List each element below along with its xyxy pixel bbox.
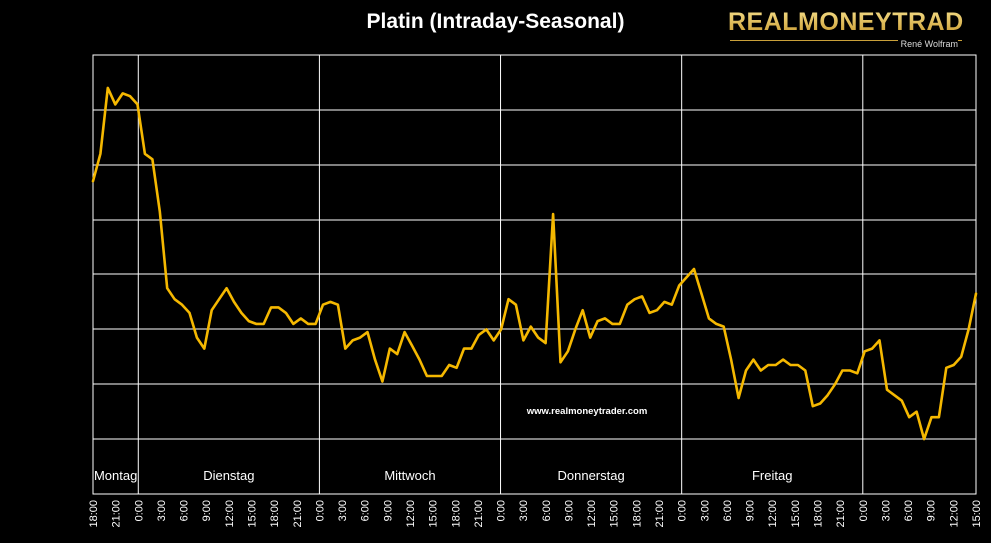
- x-tick-label: 12:00: [767, 500, 779, 528]
- logo-author: René Wolfram: [897, 39, 958, 49]
- x-tick-label: 15:00: [609, 500, 621, 528]
- x-tick-label: 15:00: [246, 500, 258, 528]
- x-tick-label: 0:00: [677, 500, 689, 521]
- logo-rule: [730, 40, 962, 41]
- x-tick-label: 6:00: [179, 500, 191, 521]
- x-tick-label: 6:00: [722, 500, 734, 521]
- series-layer: [91, 86, 978, 441]
- day-label: Freitag: [752, 468, 792, 483]
- x-tick-label: 3:00: [699, 500, 711, 521]
- x-tick-label: 0:00: [858, 500, 870, 521]
- x-tick-label: 12:00: [948, 500, 960, 528]
- x-tick-label: 9:00: [926, 500, 938, 521]
- x-tick-label: 12:00: [405, 500, 417, 528]
- x-tick-label: 21:00: [292, 500, 304, 528]
- x-tick-label: 18:00: [450, 500, 462, 528]
- x-tick-label: 18:00: [631, 500, 643, 528]
- brand-logo: REALMONEYTRADER René Wolfram: [728, 8, 991, 49]
- x-tick-label: 0:00: [496, 500, 508, 521]
- grid: [92, 54, 977, 495]
- series-line: [91, 86, 978, 441]
- logo-wordmark: REALMONEYTRADER: [728, 8, 991, 36]
- x-tick-label: 6:00: [360, 500, 372, 521]
- x-tick-label: 12:00: [224, 500, 236, 528]
- x-tick-label: 9:00: [563, 500, 575, 521]
- x-tick-label: 0:00: [133, 500, 145, 521]
- x-axis-ticks: 18:00 21:00 0:00 3:00 6:00 9:00 12:00 15:00 18:0…: [88, 500, 983, 528]
- x-tick-label: 3:00: [156, 500, 168, 521]
- chart-title: Platin (Intraday-Seasonal): [366, 10, 625, 33]
- x-tick-label: 12:00: [586, 500, 598, 528]
- x-tick-label: 21:00: [835, 500, 847, 528]
- x-tick-label: 21:00: [473, 500, 485, 528]
- watermark: www.realmoneytrader.com: [526, 406, 648, 417]
- x-tick-label: 6:00: [541, 500, 553, 521]
- x-tick-label: 18:00: [813, 500, 825, 528]
- day-label: Mittwoch: [384, 468, 435, 483]
- x-tick-label: 15:00: [790, 500, 802, 528]
- x-tick-label: 9:00: [382, 500, 394, 521]
- x-tick-label: 3:00: [880, 500, 892, 521]
- x-tick-label: 15:00: [971, 500, 983, 528]
- x-tick-label: 15:00: [428, 500, 440, 528]
- x-tick-label: 6:00: [903, 500, 915, 521]
- x-tick-label: 3:00: [337, 500, 349, 521]
- day-labels: Montag Dienstag Mittwoch Donnerstag Freitag: [94, 468, 793, 483]
- x-tick-label: 21:00: [111, 500, 123, 528]
- day-label: Montag: [94, 468, 137, 483]
- x-tick-label: 18:00: [269, 500, 281, 528]
- x-tick-label: 9:00: [201, 500, 213, 521]
- x-tick-label: 21:00: [654, 500, 666, 528]
- x-tick-label: 0:00: [314, 500, 326, 521]
- x-tick-label: 9:00: [745, 500, 757, 521]
- day-label: Donnerstag: [557, 468, 624, 483]
- x-tick-label: 3:00: [518, 500, 530, 521]
- day-label: Dienstag: [203, 468, 254, 483]
- x-tick-label: 18:00: [88, 500, 100, 528]
